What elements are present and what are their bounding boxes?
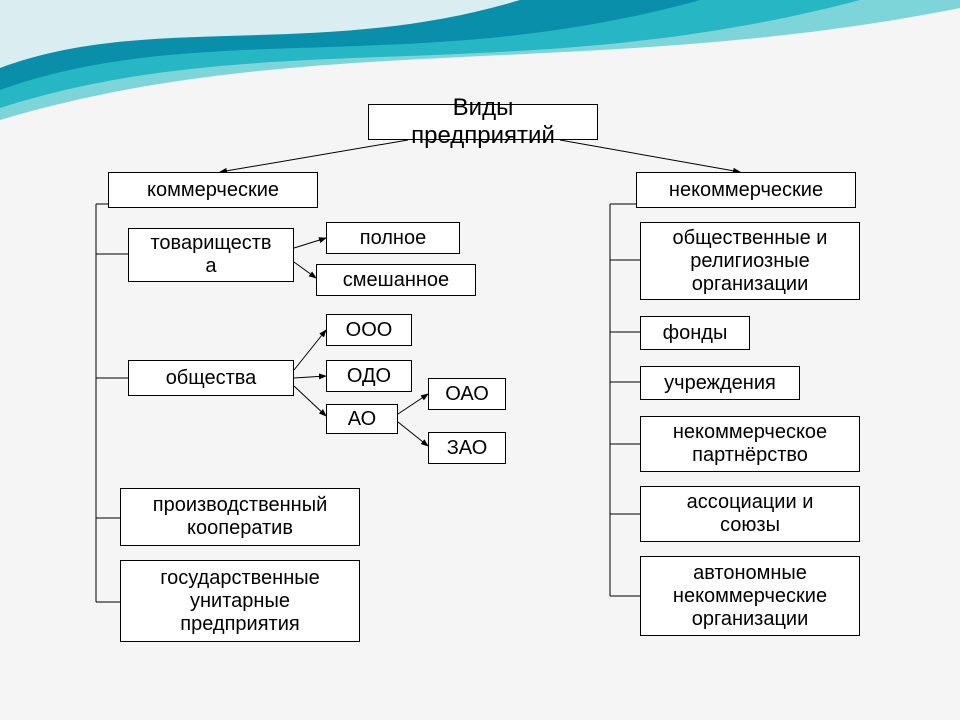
node-root: Виды предприятий [368, 104, 598, 140]
node-oao: ОАО [428, 378, 506, 410]
node-odo: ОДО [326, 360, 412, 392]
diagram-canvas: Виды предприятий коммерческие некоммерческ… [0, 0, 960, 720]
node-ncpart: некоммерческоепартнёрство [640, 416, 860, 472]
node-commercial: коммерческие [108, 172, 318, 208]
node-noncommercial: некоммерческие [636, 172, 856, 208]
node-partnerships: товарищества [128, 228, 294, 282]
node-autonco: автономныенекоммерческиеорганизации [640, 556, 860, 636]
node-funds: фонды [640, 316, 750, 350]
node-coop: производственныйкооператив [120, 488, 360, 546]
node-state: государственныеунитарныепредприятия [120, 560, 360, 642]
node-pubrel: общественные ирелигиозныеорганизации [640, 222, 860, 300]
node-societies: общества [128, 360, 294, 396]
node-zao: ЗАО [428, 432, 506, 464]
node-full: полное [326, 222, 460, 254]
node-ooo: ООО [326, 314, 412, 346]
node-mixed: смешанное [316, 264, 476, 296]
node-inst: учреждения [640, 366, 800, 400]
node-assoc: ассоциации исоюзы [640, 486, 860, 542]
node-ao: АО [326, 404, 398, 434]
